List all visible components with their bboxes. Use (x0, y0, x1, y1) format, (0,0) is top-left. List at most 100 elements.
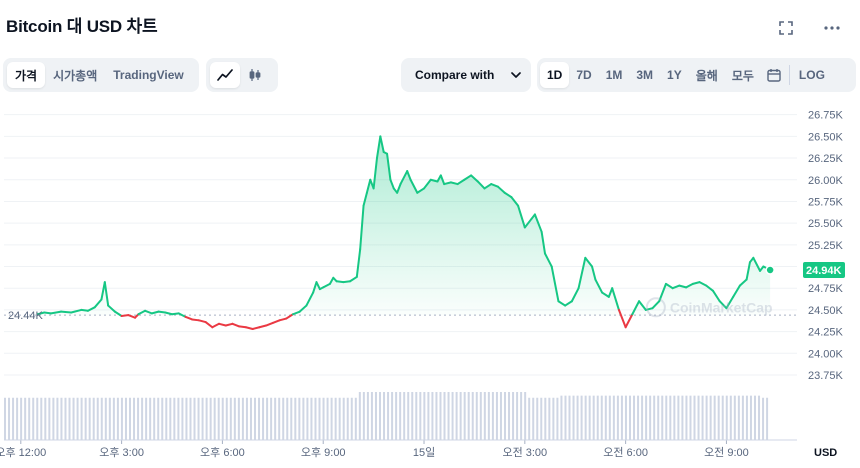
volume-bar (669, 395, 672, 440)
volume-bar (221, 397, 224, 440)
volume-bar (516, 392, 519, 440)
tab-market-cap[interactable]: 시가총액 (53, 68, 98, 83)
volume-bar (528, 397, 531, 440)
tab-tradingview[interactable]: TradingView (113, 68, 184, 82)
price-segment (523, 217, 533, 229)
line-chart-icon[interactable] (210, 62, 240, 88)
price-segment (399, 170, 409, 186)
volume-bar (161, 397, 164, 440)
volume-bar (459, 392, 462, 440)
volume-bar (580, 395, 583, 440)
volume-bar (725, 395, 728, 440)
volume-bar (104, 397, 107, 440)
current-price-badge: 24.94K (803, 261, 845, 278)
price-segment (738, 278, 748, 287)
range-ytd[interactable]: 올해 (695, 68, 718, 83)
price-segment (244, 326, 254, 330)
y-tick-label: 23.75K (808, 370, 844, 382)
volume-bar (721, 395, 724, 440)
volume-bar (741, 395, 744, 440)
volume-bar (358, 392, 361, 440)
volume-bar (451, 392, 454, 440)
volume-bars (4, 392, 769, 440)
compare-with-dropdown[interactable]: Compare with (401, 58, 531, 92)
range-1y[interactable]: 1Y (667, 68, 682, 82)
price-segment (93, 298, 103, 309)
compare-with-label: Compare with (415, 68, 495, 82)
range-1m[interactable]: 1M (605, 68, 623, 82)
price-segment (557, 300, 567, 307)
price-segment (372, 157, 378, 190)
watermark: CoinMarketCap (645, 297, 773, 318)
volume-bar (503, 392, 506, 440)
volume-bar (245, 397, 248, 440)
y-axis: 26.75K 26.50K 26.25K 26.00K 25.75K 25.50K 25.2… (808, 110, 844, 382)
price-segment (184, 315, 194, 321)
calendar-icon[interactable] (761, 62, 787, 88)
price-chart[interactable]: 24.44K 26.75K 26.50K 26.25K 26.00K 25.75K 25.… (0, 100, 860, 468)
volume-bar (661, 395, 664, 440)
more-options-icon[interactable] (822, 18, 842, 38)
volume-bar (48, 397, 51, 440)
price-segment (103, 281, 110, 307)
x-tick-label: 오후 12:00 (0, 446, 46, 459)
price-segment (150, 310, 160, 315)
volume-bar (36, 397, 39, 440)
price-segment (732, 284, 741, 298)
price-segment (43, 311, 53, 315)
volume-bar (624, 395, 627, 440)
candlestick-icon[interactable] (240, 62, 270, 88)
tab-price[interactable]: 가격 (7, 62, 46, 88)
volume-bar (685, 395, 688, 440)
price-segment (671, 284, 681, 290)
volume-bar (705, 395, 708, 440)
volume-bar (766, 397, 769, 440)
x-tick-label: 오후 9:00 (301, 446, 346, 459)
volume-bar (645, 395, 648, 440)
price-segment (224, 322, 234, 327)
range-all[interactable]: 모두 (731, 68, 754, 83)
volume-bar (616, 395, 619, 440)
volume-bar (576, 395, 579, 440)
volume-bar (88, 397, 91, 440)
price-segment (157, 310, 167, 314)
fullscreen-icon[interactable] (776, 18, 796, 38)
volume-bar (72, 397, 75, 440)
x-tick-label: 오전 9:00 (704, 446, 749, 459)
volume-bar (649, 395, 652, 440)
log-scale-toggle[interactable]: LOG (798, 68, 825, 82)
y-tick-label: 26.75K (808, 110, 844, 122)
volume-bar (536, 397, 539, 440)
volume-bar (762, 397, 765, 440)
volume-bar (253, 397, 256, 440)
volume-bar (395, 392, 398, 440)
volume-bar (310, 397, 313, 440)
volume-bar (749, 395, 752, 440)
volume-bar (205, 397, 208, 440)
volume-bar (237, 397, 240, 440)
volume-bar (330, 397, 333, 440)
volume-bar (149, 397, 152, 440)
price-segment (651, 300, 661, 310)
price-segment (355, 248, 362, 278)
price-segment (231, 322, 241, 328)
volume-bar (249, 397, 252, 440)
price-segment (107, 304, 116, 313)
price-segment (409, 178, 419, 194)
range-3m[interactable]: 3M (636, 68, 654, 82)
range-7d[interactable]: 7D (576, 68, 592, 82)
volume-bar (229, 397, 232, 440)
volume-bar (116, 397, 119, 440)
volume-bar (185, 397, 188, 440)
volume-bar (262, 397, 265, 440)
price-segment (456, 178, 466, 186)
volume-bar (258, 397, 261, 440)
price-segment (463, 174, 473, 181)
range-1d[interactable]: 1D (540, 62, 570, 88)
price-segment (271, 319, 281, 324)
volume-bar (556, 397, 559, 440)
price-segment (251, 326, 261, 330)
volume-bar (693, 395, 696, 440)
volume-bar (270, 397, 273, 440)
volume-bar (366, 392, 369, 440)
